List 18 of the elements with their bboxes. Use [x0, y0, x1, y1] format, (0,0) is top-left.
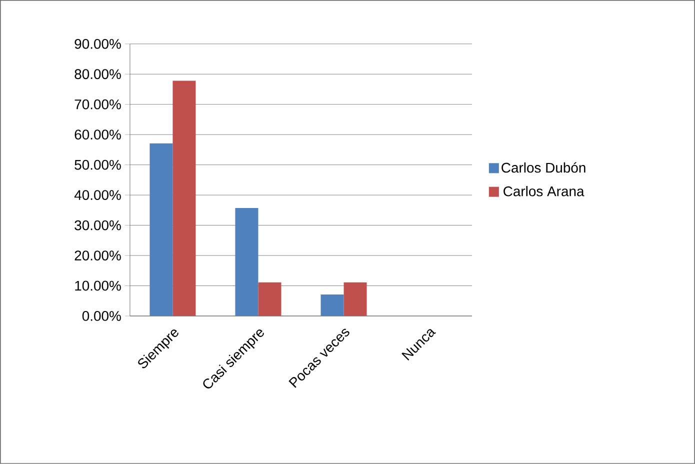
y-tick-label: 80.00% [74, 69, 121, 80]
bar [150, 143, 173, 316]
y-tick-label: 20.00% [74, 250, 121, 260]
y-tick-label: 90.00% [74, 38, 121, 49]
bar [235, 208, 258, 316]
bar [172, 80, 196, 316]
y-tick-label: 50.00% [74, 160, 121, 170]
y-tick-label: 40.00% [74, 190, 121, 200]
legend-label: Carlos Arana [504, 186, 584, 196]
y-tick-label: 0.00% [82, 311, 121, 321]
y-tick-label: 30.00% [74, 220, 121, 230]
bar [344, 282, 367, 316]
bar [258, 282, 282, 316]
bar [320, 294, 344, 316]
y-tick-label: 10.00% [75, 280, 121, 291]
y-tick-label: 70.00% [74, 99, 121, 110]
legend-label: Carlos Dubón [502, 162, 586, 173]
y-tick-label: 60.00% [74, 130, 121, 140]
